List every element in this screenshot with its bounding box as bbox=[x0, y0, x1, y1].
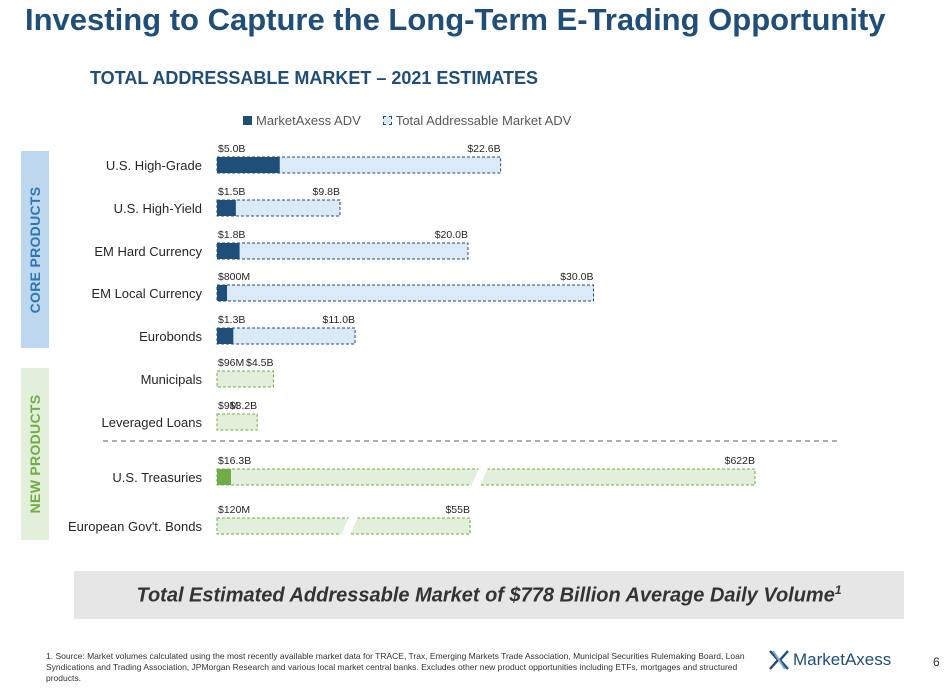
tam-value-em-local-currency: $30.0B bbox=[560, 271, 593, 283]
category-label-european-gov-t-bonds: European Gov't. Bonds bbox=[68, 519, 203, 534]
tam-bar-chart: U.S. High-Grade $5.0B $22.6B U.S. High-Yiel… bbox=[67, 143, 840, 537]
marketaxess-bar-u-s-high-grade bbox=[217, 157, 280, 173]
logo-wordmark: MarketAxess bbox=[793, 650, 892, 669]
tam-bar-municipals bbox=[216, 370, 274, 388]
chart-subtitle: TOTAL ADDRESSABLE MARKET – 2021 ESTIMATE… bbox=[90, 68, 539, 88]
page-title: Investing to Capture the Long-Term E-Tra… bbox=[25, 2, 886, 37]
marketaxess-value-leveraged-loans: $9M bbox=[218, 400, 238, 412]
marketaxess-value-u-s-high-yield: $1.5B bbox=[218, 186, 245, 198]
marketaxess-value-european-gov-t-bonds: $120M bbox=[218, 504, 250, 516]
tam-value-eurobonds: $11.0B bbox=[323, 314, 356, 326]
marketaxess-bar-u-s-treasuries bbox=[217, 469, 231, 485]
total-banner: Total Estimated Addressable Market of $7… bbox=[74, 571, 904, 619]
page-number: 6 bbox=[933, 655, 940, 669]
tam-bar-em-hard-currency bbox=[216, 242, 469, 260]
tam-bar-em-local-currency bbox=[216, 284, 594, 302]
tam-bar-eurobonds bbox=[216, 327, 356, 345]
axis-break-european-gov-t-bonds bbox=[340, 515, 359, 537]
legend-swatch-marketaxess bbox=[243, 116, 252, 125]
category-label-eurobonds: Eurobonds bbox=[139, 329, 202, 344]
marketaxess-value-em-hard-currency: $1.8B bbox=[218, 229, 245, 241]
category-label-em-hard-currency: EM Hard Currency bbox=[94, 244, 202, 259]
tam-value-municipals: $4.5B bbox=[246, 357, 273, 369]
tam-bar-u-s-high-yield bbox=[216, 199, 341, 217]
marketaxess-x-icon bbox=[769, 650, 789, 670]
marketaxess-value-em-local-currency: $800M bbox=[218, 271, 250, 283]
category-label-em-local-currency: EM Local Currency bbox=[91, 286, 202, 301]
core-products-band: CORE PRODUCTS bbox=[21, 151, 49, 348]
category-label-u-s-high-grade: U.S. High-Grade bbox=[106, 158, 202, 173]
legend-label-tam: Total Addressable Market ADV bbox=[395, 113, 572, 128]
marketaxess-value-municipals: $96M bbox=[218, 357, 244, 369]
marketaxess-value-u-s-high-grade: $5.0B bbox=[218, 143, 245, 155]
marketaxess-value-u-s-treasuries: $16.3B bbox=[218, 455, 251, 467]
new-products-band: NEW PRODUCTS bbox=[21, 368, 49, 540]
marketaxess-bar-eurobonds bbox=[217, 328, 234, 344]
category-label-municipals: Municipals bbox=[141, 372, 203, 387]
axis-break-u-s-treasuries bbox=[470, 466, 489, 488]
tam-value-u-s-treasuries: $622B bbox=[725, 455, 755, 467]
category-label-u-s-treasuries: U.S. Treasuries bbox=[112, 470, 202, 485]
source-footnote: 1. Source: Market volumes calculated usi… bbox=[46, 651, 745, 683]
tam-value-em-hard-currency: $20.0B bbox=[435, 229, 468, 241]
marketaxess-bar-em-hard-currency bbox=[217, 243, 240, 259]
total-footnote-marker: 1 bbox=[834, 582, 842, 597]
total-text-wrap: Total Estimated Addressable Market of $7… bbox=[136, 583, 841, 608]
marketaxess-bar-em-local-currency bbox=[217, 285, 228, 301]
category-label-u-s-high-yield: U.S. High-Yield bbox=[114, 201, 202, 216]
tam-bar-leveraged-loans bbox=[216, 413, 258, 431]
tam-value-european-gov-t-bonds: $55B bbox=[445, 504, 470, 516]
marketaxess-logo: MarketAxess bbox=[768, 650, 891, 670]
chart-legend: MarketAxess ADV Total Addressable Market… bbox=[243, 113, 571, 128]
legend-swatch-tam bbox=[382, 116, 392, 125]
marketaxess-bar-u-s-high-yield bbox=[217, 200, 236, 216]
marketaxess-value-eurobonds: $1.3B bbox=[218, 314, 245, 326]
total-text: Total Estimated Addressable Market of $7… bbox=[136, 584, 835, 607]
tam-value-u-s-high-grade: $22.6B bbox=[467, 143, 500, 155]
legend-label-marketaxess: MarketAxess ADV bbox=[256, 113, 361, 128]
tam-value-u-s-high-yield: $9.8B bbox=[313, 186, 340, 198]
tam-value-leveraged-loans: $3.2B bbox=[230, 400, 257, 412]
category-label-leveraged-loans: Leveraged Loans bbox=[102, 415, 203, 430]
